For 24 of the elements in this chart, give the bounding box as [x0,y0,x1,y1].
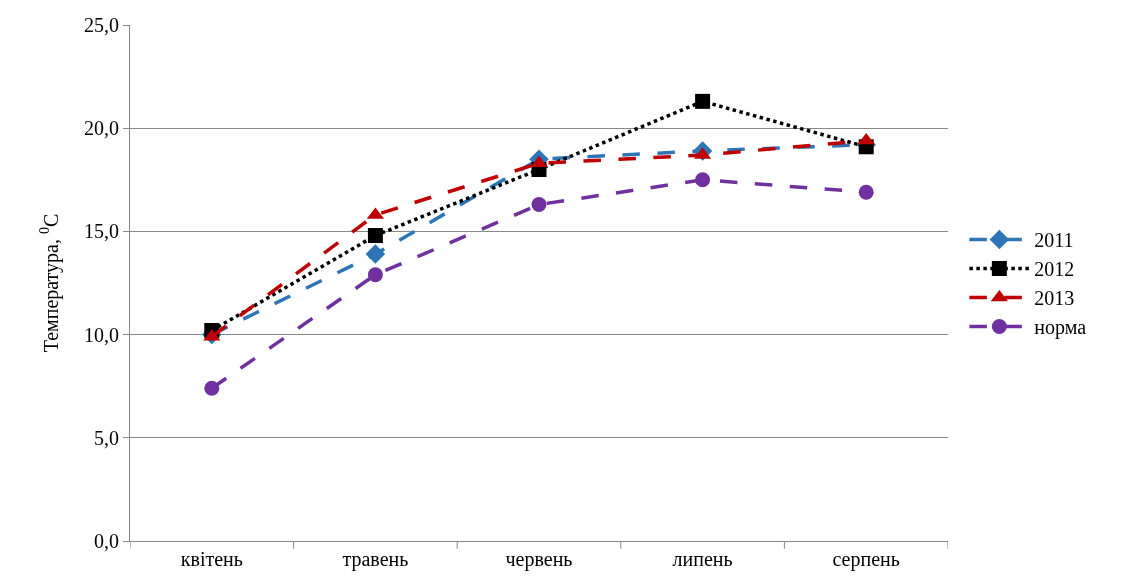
y-tick-label: 20,0 [84,117,119,140]
y-tick-label: 5,0 [94,426,119,449]
point [858,184,874,200]
point [695,93,711,109]
point [204,380,220,396]
point [367,267,383,283]
x-tick-label: квітень [180,548,243,570]
point [530,155,548,168]
legend-label: 2013 [1034,287,1075,310]
legend-label: норма [1034,316,1087,340]
point [365,244,386,264]
y-tick-label: 15,0 [84,220,119,243]
y-tick-label: 10,0 [84,323,119,346]
legend-label: 2012 [1034,258,1075,281]
x-tick-label: серпень [832,548,900,571]
x-tick-label: червень [505,548,573,571]
x-tick-label: травень [342,548,409,571]
point [531,197,547,213]
x-tick-label: липень [672,548,733,570]
y-tick-label: 25,0 [84,14,119,36]
legend-label: 2011 [1034,229,1074,252]
point [695,172,711,188]
y-tick-label: 0,0 [94,530,119,552]
point [367,228,383,244]
